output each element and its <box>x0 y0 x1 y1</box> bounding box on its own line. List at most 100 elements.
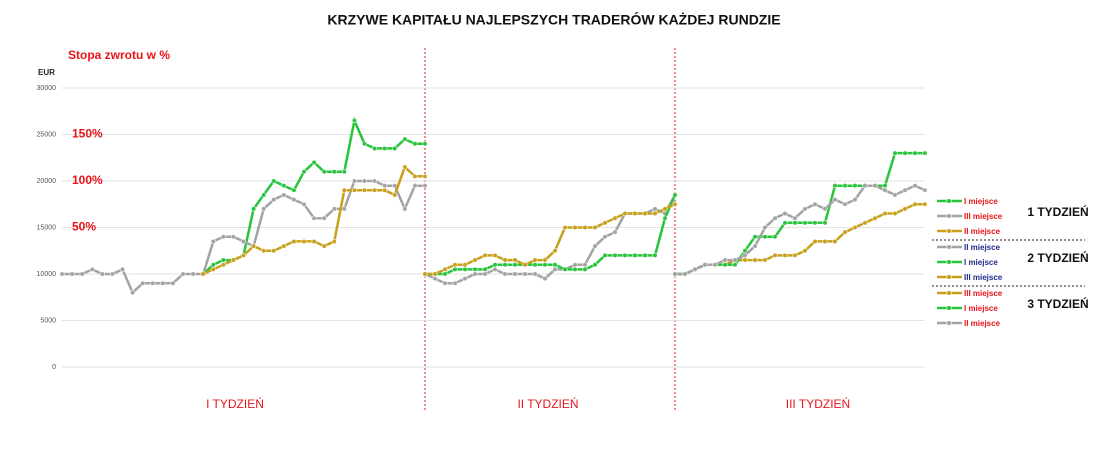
data-point <box>842 183 848 189</box>
data-point <box>632 252 638 258</box>
data-point <box>532 271 538 277</box>
data-point <box>291 197 297 203</box>
data-point <box>762 257 768 263</box>
data-point <box>281 243 287 249</box>
data-point <box>250 206 257 212</box>
data-point <box>170 280 176 286</box>
data-point <box>692 266 698 272</box>
data-point <box>542 257 548 263</box>
data-point <box>200 271 206 277</box>
data-point <box>722 257 728 263</box>
return-label: 150% <box>72 127 103 141</box>
data-point <box>582 262 588 268</box>
data-point <box>361 187 368 193</box>
data-point <box>402 206 408 212</box>
data-point <box>392 145 398 152</box>
data-point <box>792 220 798 226</box>
legend-marker <box>946 213 952 219</box>
data-point <box>922 201 928 207</box>
data-point <box>482 252 488 258</box>
data-point <box>371 145 378 152</box>
data-point <box>271 248 277 254</box>
data-point <box>612 229 618 235</box>
data-point <box>902 187 908 193</box>
data-point <box>392 192 398 198</box>
legend-label: II miejsce <box>964 227 1001 236</box>
data-point <box>832 197 838 203</box>
data-point <box>210 262 216 268</box>
equity-line <box>62 179 425 295</box>
data-point <box>822 206 828 212</box>
data-point <box>552 266 558 272</box>
data-point <box>210 238 216 245</box>
data-point <box>672 192 678 198</box>
data-point <box>382 145 388 152</box>
data-point <box>502 262 508 268</box>
data-point <box>572 266 578 272</box>
data-point <box>572 224 578 231</box>
data-point <box>482 271 488 277</box>
data-point <box>422 141 428 147</box>
data-point <box>160 280 166 286</box>
data-point <box>442 280 448 286</box>
data-point <box>250 243 257 249</box>
data-point <box>852 224 858 231</box>
data-point <box>562 224 568 231</box>
data-point <box>922 187 928 193</box>
return-label: 100% <box>72 173 103 187</box>
legend-label: I miejsce <box>964 304 998 313</box>
legend-marker <box>946 244 952 250</box>
data-point <box>492 266 498 272</box>
data-point <box>220 262 226 268</box>
data-point <box>301 201 307 207</box>
data-point <box>462 266 468 272</box>
data-point <box>772 234 778 240</box>
y-tick-label: 15000 <box>37 224 57 231</box>
data-point <box>109 271 116 277</box>
data-point <box>129 290 136 296</box>
data-point <box>622 252 628 258</box>
data-point <box>482 266 488 272</box>
data-point <box>832 238 838 245</box>
data-point <box>321 169 327 175</box>
legend-label: I miejsce <box>964 258 998 267</box>
data-point <box>722 262 728 268</box>
data-point <box>702 262 708 268</box>
data-point <box>782 210 788 217</box>
data-point <box>382 187 388 193</box>
data-point <box>89 266 95 272</box>
data-point <box>230 234 237 240</box>
data-point <box>512 262 518 268</box>
data-point <box>772 215 778 221</box>
week-label: III TYDZIEŃ <box>786 396 850 411</box>
data-point <box>442 266 448 272</box>
data-point <box>872 215 878 221</box>
data-point <box>301 169 307 175</box>
y-tick-label: 20000 <box>37 178 57 185</box>
data-point <box>311 159 317 165</box>
week-label: II TYDZIEŃ <box>517 396 578 411</box>
legend-label: I miejsce <box>964 197 998 206</box>
data-point <box>180 271 186 277</box>
data-point <box>210 266 216 272</box>
data-point <box>502 257 508 263</box>
data-point <box>602 220 608 226</box>
data-point <box>882 210 888 217</box>
y-tick-label: 30000 <box>37 85 57 92</box>
data-point <box>442 271 448 277</box>
data-point <box>422 271 428 277</box>
data-point <box>402 164 408 170</box>
data-point <box>902 150 908 156</box>
data-point <box>412 183 418 189</box>
data-point <box>642 252 648 258</box>
data-point <box>140 280 146 286</box>
data-point <box>762 224 768 231</box>
data-point <box>492 262 498 268</box>
data-point <box>752 257 758 263</box>
data-point <box>271 178 277 184</box>
data-point <box>592 224 598 231</box>
data-point <box>902 206 908 212</box>
data-point <box>371 187 378 193</box>
y-tick-label: 0 <box>52 364 56 371</box>
